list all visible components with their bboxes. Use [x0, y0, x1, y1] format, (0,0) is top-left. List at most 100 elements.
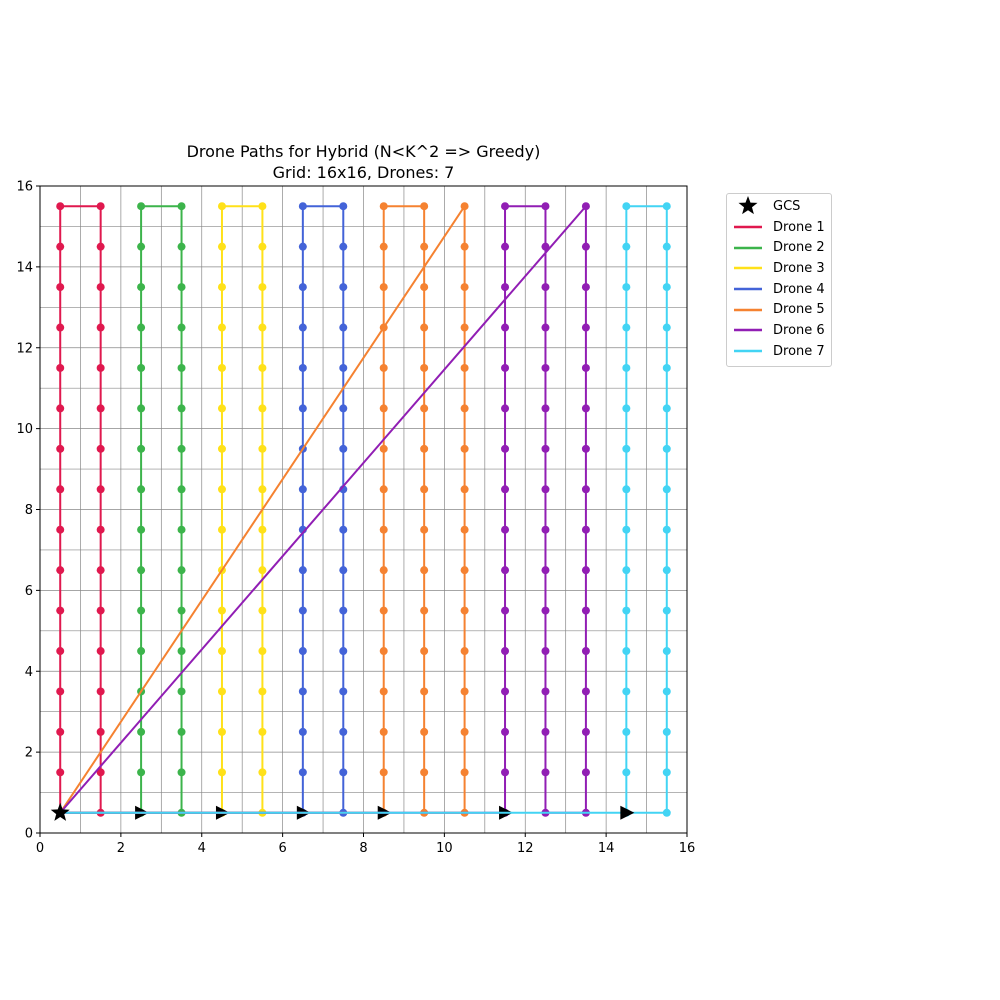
waypoint-marker — [258, 485, 267, 494]
waypoint-marker — [662, 525, 671, 534]
waypoint-marker — [501, 404, 510, 413]
y-tick-label: 2 — [25, 746, 33, 761]
waypoint-marker — [217, 404, 226, 413]
waypoint-marker — [501, 687, 510, 696]
waypoint-marker — [501, 768, 510, 777]
waypoint-marker — [541, 283, 550, 292]
waypoint-marker — [460, 647, 469, 656]
waypoint-marker — [379, 202, 388, 211]
drone-4-path — [60, 202, 348, 820]
waypoint-marker — [460, 687, 469, 696]
waypoint-marker — [339, 202, 348, 211]
waypoint-marker — [298, 404, 307, 413]
waypoint-marker — [420, 727, 429, 736]
waypoint-marker — [217, 202, 226, 211]
waypoint-marker — [662, 444, 671, 453]
waypoint-marker — [96, 647, 105, 656]
waypoint-marker — [137, 323, 146, 332]
waypoint-marker — [298, 647, 307, 656]
waypoint-marker — [379, 768, 388, 777]
waypoint-marker — [217, 525, 226, 534]
waypoint-marker — [96, 323, 105, 332]
waypoint-marker — [581, 606, 590, 615]
drone-route-line — [59, 205, 466, 814]
waypoint-marker — [460, 727, 469, 736]
waypoint-marker — [622, 323, 631, 332]
waypoint-marker — [662, 323, 671, 332]
waypoint-marker — [460, 202, 469, 211]
waypoint-marker — [420, 768, 429, 777]
x-tick-label: 8 — [359, 841, 367, 856]
waypoint-marker — [177, 323, 186, 332]
waypoint-marker — [339, 606, 348, 615]
waypoint-marker — [622, 283, 631, 292]
waypoint-marker — [177, 242, 186, 251]
waypoint-marker — [298, 202, 307, 211]
waypoint-marker — [541, 566, 550, 575]
waypoint-marker — [56, 363, 65, 372]
waypoint-marker — [622, 404, 631, 413]
x-tick-label: 6 — [278, 841, 286, 856]
waypoint-marker — [339, 363, 348, 372]
waypoint-marker — [501, 647, 510, 656]
legend-swatch — [731, 238, 765, 258]
waypoint-marker — [339, 687, 348, 696]
waypoint-marker — [420, 566, 429, 575]
waypoint-marker — [662, 566, 671, 575]
legend-label: Drone 1 — [773, 219, 825, 235]
waypoint-marker — [258, 202, 267, 211]
waypoint-marker — [420, 202, 429, 211]
legend-label: Drone 7 — [773, 343, 825, 359]
waypoint-marker — [339, 444, 348, 453]
x-tick-label: 0 — [36, 841, 44, 856]
waypoint-marker — [581, 404, 590, 413]
waypoint-marker — [379, 525, 388, 534]
waypoint-marker — [96, 283, 105, 292]
waypoint-marker — [420, 647, 429, 656]
waypoint-marker — [96, 485, 105, 494]
waypoint-marker — [339, 566, 348, 575]
waypoint-marker — [96, 566, 105, 575]
waypoint-marker — [541, 606, 550, 615]
waypoint-marker — [379, 687, 388, 696]
waypoint-marker — [339, 242, 348, 251]
waypoint-marker — [460, 242, 469, 251]
legend-item-drone-6: Drone 6 — [727, 320, 831, 341]
waypoint-marker — [96, 525, 105, 534]
legend-label: GCS — [773, 198, 801, 214]
waypoint-marker — [96, 444, 105, 453]
waypoint-marker — [541, 242, 550, 251]
waypoint-marker — [581, 242, 590, 251]
waypoint-marker — [258, 242, 267, 251]
axis-ticks: 0 2 4 6 8 10 12 14 16 0 2 4 6 8 10 12 14 16 — [16, 180, 695, 857]
waypoint-marker — [56, 202, 65, 211]
waypoint-marker — [137, 444, 146, 453]
waypoint-marker — [137, 768, 146, 777]
waypoint-marker — [662, 363, 671, 372]
waypoint-marker — [622, 606, 631, 615]
waypoint-marker — [217, 768, 226, 777]
waypoint-marker — [56, 768, 65, 777]
waypoint-marker — [258, 323, 267, 332]
y-tick-label: 6 — [25, 584, 33, 599]
waypoint-marker — [379, 647, 388, 656]
waypoint-marker — [96, 404, 105, 413]
waypoint-marker — [96, 242, 105, 251]
drone-route-line — [60, 205, 668, 814]
y-tick-label: 10 — [16, 422, 33, 437]
legend-swatch — [731, 279, 765, 299]
waypoint-marker — [56, 525, 65, 534]
waypoint-marker — [379, 606, 388, 615]
waypoint-marker — [298, 323, 307, 332]
waypoint-marker — [258, 606, 267, 615]
waypoint-marker — [379, 363, 388, 372]
waypoint-marker — [420, 485, 429, 494]
waypoint-marker — [541, 485, 550, 494]
legend-item-drone-7: Drone 7 — [727, 341, 831, 362]
waypoint-marker — [258, 404, 267, 413]
waypoint-marker — [662, 808, 671, 817]
waypoint-marker — [258, 727, 267, 736]
legend-label: Drone 3 — [773, 260, 825, 276]
waypoint-marker — [217, 283, 226, 292]
legend-label: Drone 2 — [773, 240, 825, 256]
